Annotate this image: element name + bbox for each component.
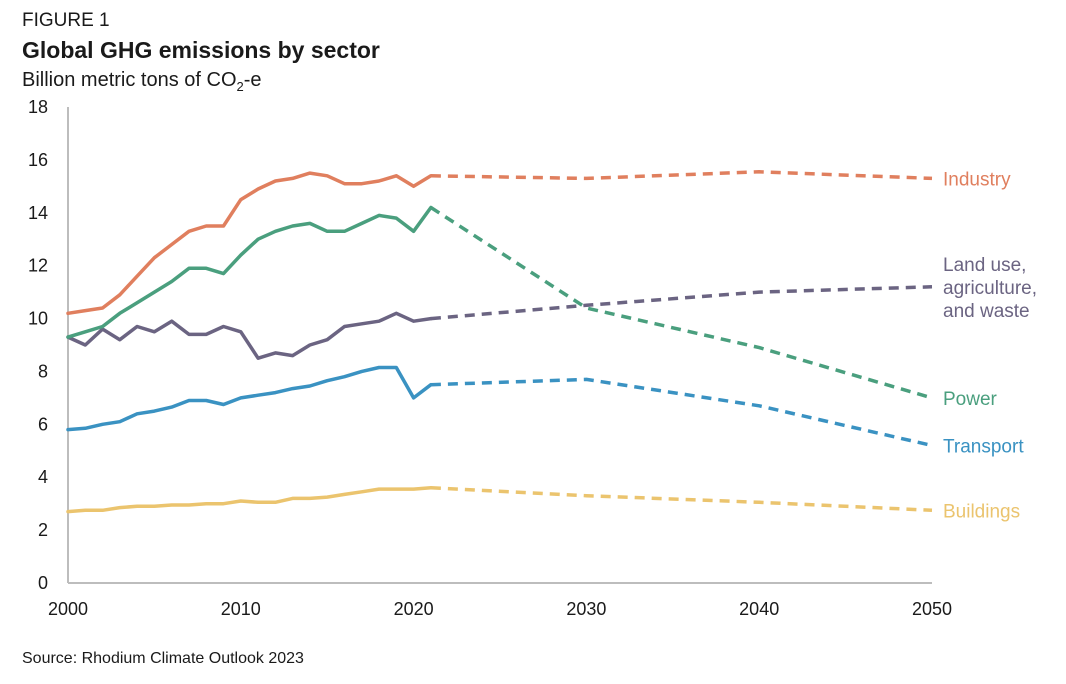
y-tick-label: 0 <box>38 573 48 593</box>
buildings-series-label: Buildings <box>943 501 1020 522</box>
y-tick-label: 16 <box>28 150 48 170</box>
x-tick-label: 2040 <box>739 599 779 619</box>
y-tick-label: 12 <box>28 256 48 276</box>
buildings-historical-line <box>66 486 433 514</box>
industry-historical-line <box>66 171 433 316</box>
x-tick-label: 2000 <box>48 599 88 619</box>
x-tick-label: 2030 <box>566 599 606 619</box>
series-labels: Industry Land use, agriculture, and waste Po… <box>943 169 1037 522</box>
y-tick-label: 2 <box>38 520 48 540</box>
power-series-label: Power <box>943 389 998 410</box>
transport-series-label: Transport <box>943 436 1024 457</box>
land-use-agriculture-and-waste-historical-line <box>66 311 433 360</box>
chart-title: Global GHG emissions by sector <box>22 37 380 63</box>
series-label-line: Industry <box>943 169 1011 190</box>
series-label-line: agriculture, <box>943 278 1037 299</box>
industry-series-label: Industry <box>943 169 1011 190</box>
y-tick-label: 14 <box>28 203 48 223</box>
series-label-line: Transport <box>943 436 1024 457</box>
y-tick-label: 18 <box>28 97 48 117</box>
x-tick-label: 2010 <box>221 599 261 619</box>
buildings-projection-line <box>430 486 933 513</box>
y-tick-label: 10 <box>28 309 48 329</box>
y-tick-label: 4 <box>38 467 48 487</box>
series-lines <box>66 170 933 514</box>
y-axis-ticks: 0 2 4 6 8 10 12 14 16 18 <box>28 97 48 593</box>
y-tick-label: 6 <box>38 414 48 434</box>
figure-label: FIGURE 1 <box>22 10 110 31</box>
power-projection-line <box>429 206 933 400</box>
land-use-agriculture-and-waste-series-label: Land use, agriculture, and waste <box>943 255 1037 322</box>
transport-projection-line <box>430 377 933 448</box>
source-note: Source: Rhodium Climate Outlook 2023 <box>22 650 304 667</box>
industry-projection-line <box>430 170 933 181</box>
x-tick-label: 2050 <box>912 599 952 619</box>
y-axis-unit-label: Billion metric tons of CO2-e <box>22 69 262 94</box>
series-label-line: Power <box>943 389 998 410</box>
transport-historical-line <box>66 365 433 432</box>
x-tick-label: 2020 <box>394 599 434 619</box>
series-label-line: and waste <box>943 301 1030 322</box>
power-historical-line <box>66 205 433 339</box>
y-tick-label: 8 <box>38 361 48 381</box>
series-label-line: Buildings <box>943 501 1020 522</box>
land-use-agriculture-and-waste-projection-line <box>430 285 933 321</box>
series-label-line: Land use, <box>943 255 1026 276</box>
x-axis-ticks: 2000 2010 2020 2030 2040 2050 <box>48 599 952 619</box>
